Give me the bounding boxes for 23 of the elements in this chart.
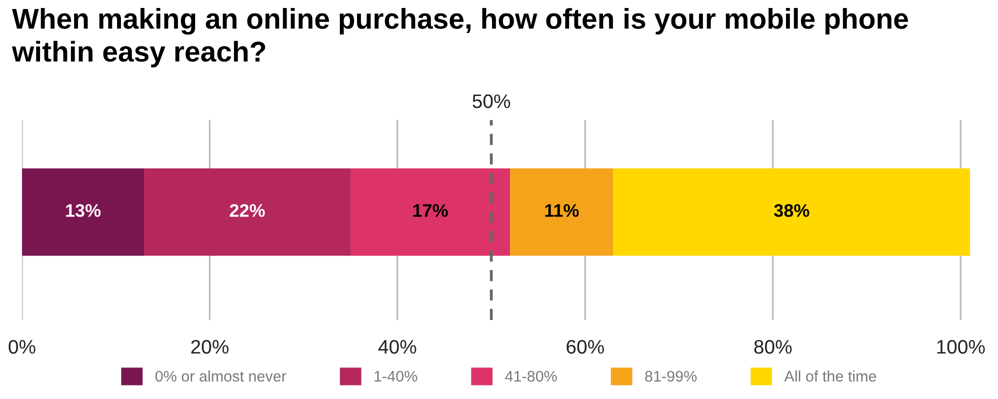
data-label: 17% (413, 204, 448, 217)
bar (350, 168, 510, 256)
legend-label: 81-99% (645, 370, 697, 382)
x-tick-label: 40% (378, 340, 416, 354)
x-tick-label: 100% (937, 340, 985, 354)
data-label: 38% (774, 204, 810, 217)
bar (510, 168, 614, 256)
legend-label: All of the time (784, 370, 876, 382)
ref-line-label: 50% (472, 94, 510, 108)
legend-label: 0% or almost never (155, 370, 286, 382)
bar (22, 168, 144, 256)
data-label: 22% (230, 204, 265, 217)
legend-label: 41-80% (505, 370, 557, 382)
bar (613, 168, 970, 256)
x-tick-label: 60% (566, 340, 604, 354)
bar (144, 168, 351, 256)
x-tick-label: 0% (8, 340, 36, 354)
data-label: 13% (66, 204, 101, 217)
x-tick-label: 80% (754, 340, 792, 354)
x-tick-label: 20% (191, 340, 228, 354)
legend-label: 1-40% (374, 370, 418, 382)
data-label: 11% (545, 204, 579, 217)
chart-title: When making an online purchase, how often is your mobile phone within easy reach? (12, 8, 908, 68)
